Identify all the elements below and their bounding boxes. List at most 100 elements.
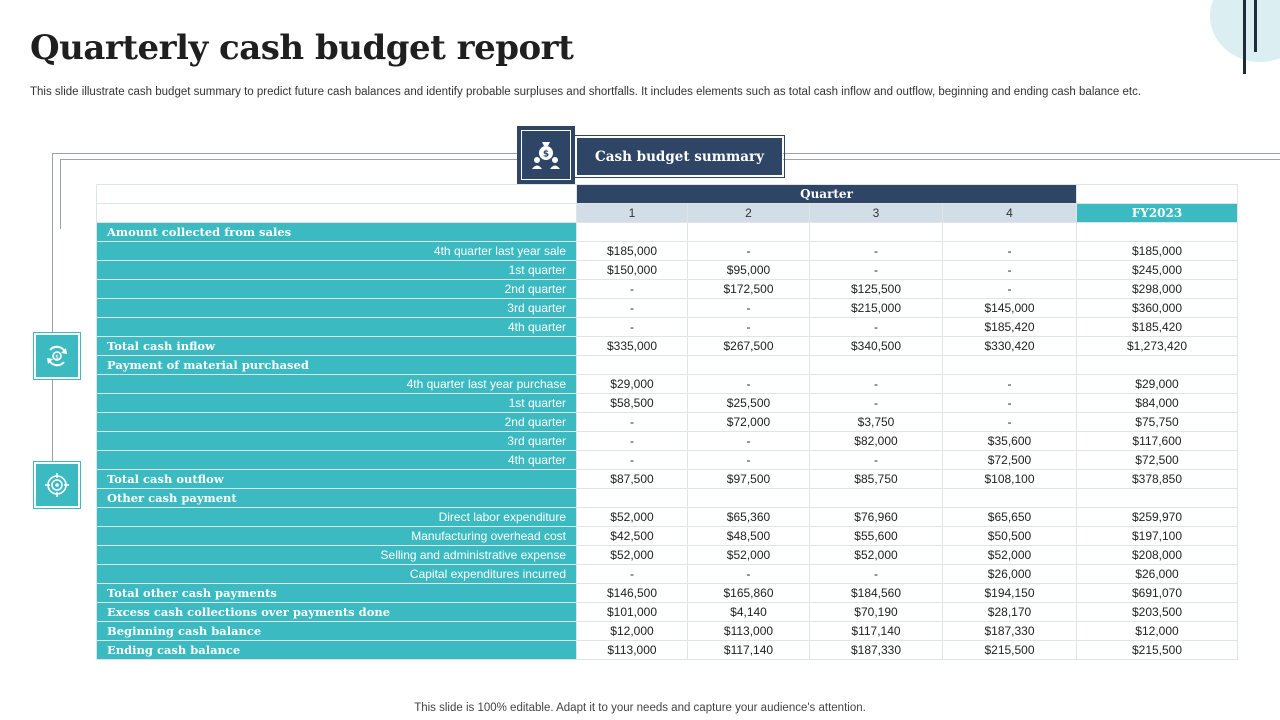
fy2023-value-cell: $197,100	[1076, 526, 1238, 546]
quarter-value-cell: $215,000	[809, 298, 943, 318]
svg-text:$: $	[55, 354, 59, 361]
row-item-label: 1st quarter	[96, 260, 577, 280]
quarter-value-cell	[942, 222, 1077, 242]
quarter-value-cell: $70,190	[809, 602, 943, 622]
page-title: Quarterly cash budget report	[30, 28, 574, 68]
quarter-value-cell: -	[687, 564, 810, 584]
quarter-value-cell: -	[687, 374, 810, 394]
quarter-value-cell: -	[687, 450, 810, 470]
header-spacer	[96, 203, 577, 223]
quarter-value-cell: -	[809, 374, 943, 394]
cash-budget-summary-label: Cash budget summary	[574, 135, 785, 178]
quarter-value-cell: -	[687, 241, 810, 261]
fy2023-value-cell: $26,000	[1076, 564, 1238, 584]
quarter-value-cell: -	[942, 279, 1077, 299]
fy2023-value-cell: $360,000	[1076, 298, 1238, 318]
quarter-value-cell: $97,500	[687, 469, 810, 489]
quarter-value-cell: -	[576, 412, 688, 432]
row-section-label: Total other cash payments	[96, 583, 577, 603]
quarter-value-cell: $4,140	[687, 602, 810, 622]
fy2023-value-cell: $29,000	[1076, 374, 1238, 394]
fy2023-value-cell: $72,500	[1076, 450, 1238, 470]
quarter-value-cell: -	[576, 564, 688, 584]
quarter-value-cell: $194,150	[942, 583, 1077, 603]
header-spacer	[96, 184, 577, 204]
fy2023-value-cell	[1076, 355, 1238, 375]
table-row: Selling and administrative expense $52,00…	[96, 545, 1238, 565]
row-item-label: Direct labor expenditure	[96, 507, 577, 527]
frame-line-top-outer	[52, 153, 517, 154]
row-item-label: 4th quarter	[96, 317, 577, 337]
quarter-value-cell: $42,500	[576, 526, 688, 546]
quarter-value-cell: $108,100	[942, 469, 1077, 489]
quarter-value-cell: $335,000	[576, 336, 688, 356]
quarter-value-cell: $187,330	[809, 640, 943, 660]
quarter-value-cell: -	[687, 431, 810, 451]
quarter-value-cell: $25,500	[687, 393, 810, 413]
frame-line-left-outer	[52, 153, 53, 503]
row-section-label: Total cash outflow	[96, 469, 577, 489]
quarter-value-cell: $125,500	[809, 279, 943, 299]
quarter-value-cell: $187,330	[942, 621, 1077, 641]
quarter-value-cell: -	[687, 298, 810, 318]
side-icon-target	[34, 462, 80, 508]
quarter-value-cell: $35,600	[942, 431, 1077, 451]
table-row: Total cash inflow $335,000 $267,500 $340,50…	[96, 336, 1238, 356]
quarter-value-cell	[687, 488, 810, 508]
page-subtitle: This slide illustrate cash budget summar…	[30, 86, 1142, 98]
fy2023-value-cell: $259,970	[1076, 507, 1238, 527]
quarter-value-cell: -	[809, 260, 943, 280]
quarter-value-cell: -	[942, 393, 1077, 413]
quarter-value-cell: -	[942, 374, 1077, 394]
row-section-label: Other cash payment	[96, 488, 577, 508]
quarter-value-cell	[576, 222, 688, 242]
table-row: Excess cash collections over payments do…	[96, 602, 1238, 622]
side-icon-cash-cycle: $	[34, 333, 80, 379]
fy2023-value-cell: $203,500	[1076, 602, 1238, 622]
row-item-label: 4th quarter last year sale	[96, 241, 577, 261]
quarter-value-cell: $101,000	[576, 602, 688, 622]
quarter-value-cell	[942, 355, 1077, 375]
fy2023-value-cell: $1,273,420	[1076, 336, 1238, 356]
quarter-value-cell: $145,000	[942, 298, 1077, 318]
row-item-label: 4th quarter	[96, 450, 577, 470]
table-row: 4th quarter - - - $185,420 $185,420	[96, 317, 1238, 337]
table-row: 4th quarter last year sale $185,000- - - $18…	[96, 241, 1238, 261]
svg-text:$: $	[543, 150, 549, 160]
quarter-value-cell: -	[687, 317, 810, 337]
fy2023-value-cell: $691,070	[1076, 583, 1238, 603]
quarter-value-cell: $340,500	[809, 336, 943, 356]
quarter-value-cell: $172,500	[687, 279, 810, 299]
quarter-value-cell: -	[576, 317, 688, 337]
table-row: 2nd quarter - $172,500 $125,500- $298,000	[96, 279, 1238, 299]
quarter-value-cell: -	[809, 450, 943, 470]
fy2023-value-cell: $298,000	[1076, 279, 1238, 299]
frame-line-left-inner	[60, 159, 61, 229]
table-row: 4th quarter last year purchase $29,000- - -…	[96, 374, 1238, 394]
quarter-value-cell: $150,000	[576, 260, 688, 280]
fy2023-value-cell: $245,000	[1076, 260, 1238, 280]
quarter-value-cell: $52,000	[809, 545, 943, 565]
quarter-value-cell: $85,750	[809, 469, 943, 489]
quarter-value-cell: $72,000	[687, 412, 810, 432]
quarter-value-cell: -	[576, 450, 688, 470]
quarter-value-cell	[576, 355, 688, 375]
row-item-label: 3rd quarter	[96, 298, 577, 318]
quarter-value-cell: $48,500	[687, 526, 810, 546]
quarter-value-cell	[687, 222, 810, 242]
table-row: Beginning cash balance $12,000 $113,000 $11…	[96, 621, 1238, 641]
row-item-label: Selling and administrative expense	[96, 545, 577, 565]
quarter-value-cell: $65,650	[942, 507, 1077, 527]
quarter-value-cell: $185,420	[942, 317, 1077, 337]
quarter-4-header: 4	[942, 203, 1077, 223]
quarter-value-cell: -	[809, 317, 943, 337]
quarter-value-cell: $117,140	[687, 640, 810, 660]
header-spacer-fy	[1076, 184, 1238, 204]
frame-line-top-inner	[60, 159, 517, 160]
quarter-value-cell: $215,500	[942, 640, 1077, 660]
frame-line-right-inner	[783, 159, 1280, 160]
quarter-value-cell: $76,960	[809, 507, 943, 527]
quarter-1-header: 1	[576, 203, 688, 223]
row-item-label: Capital expenditures incurred	[96, 564, 577, 584]
fy2023-value-cell	[1076, 488, 1238, 508]
